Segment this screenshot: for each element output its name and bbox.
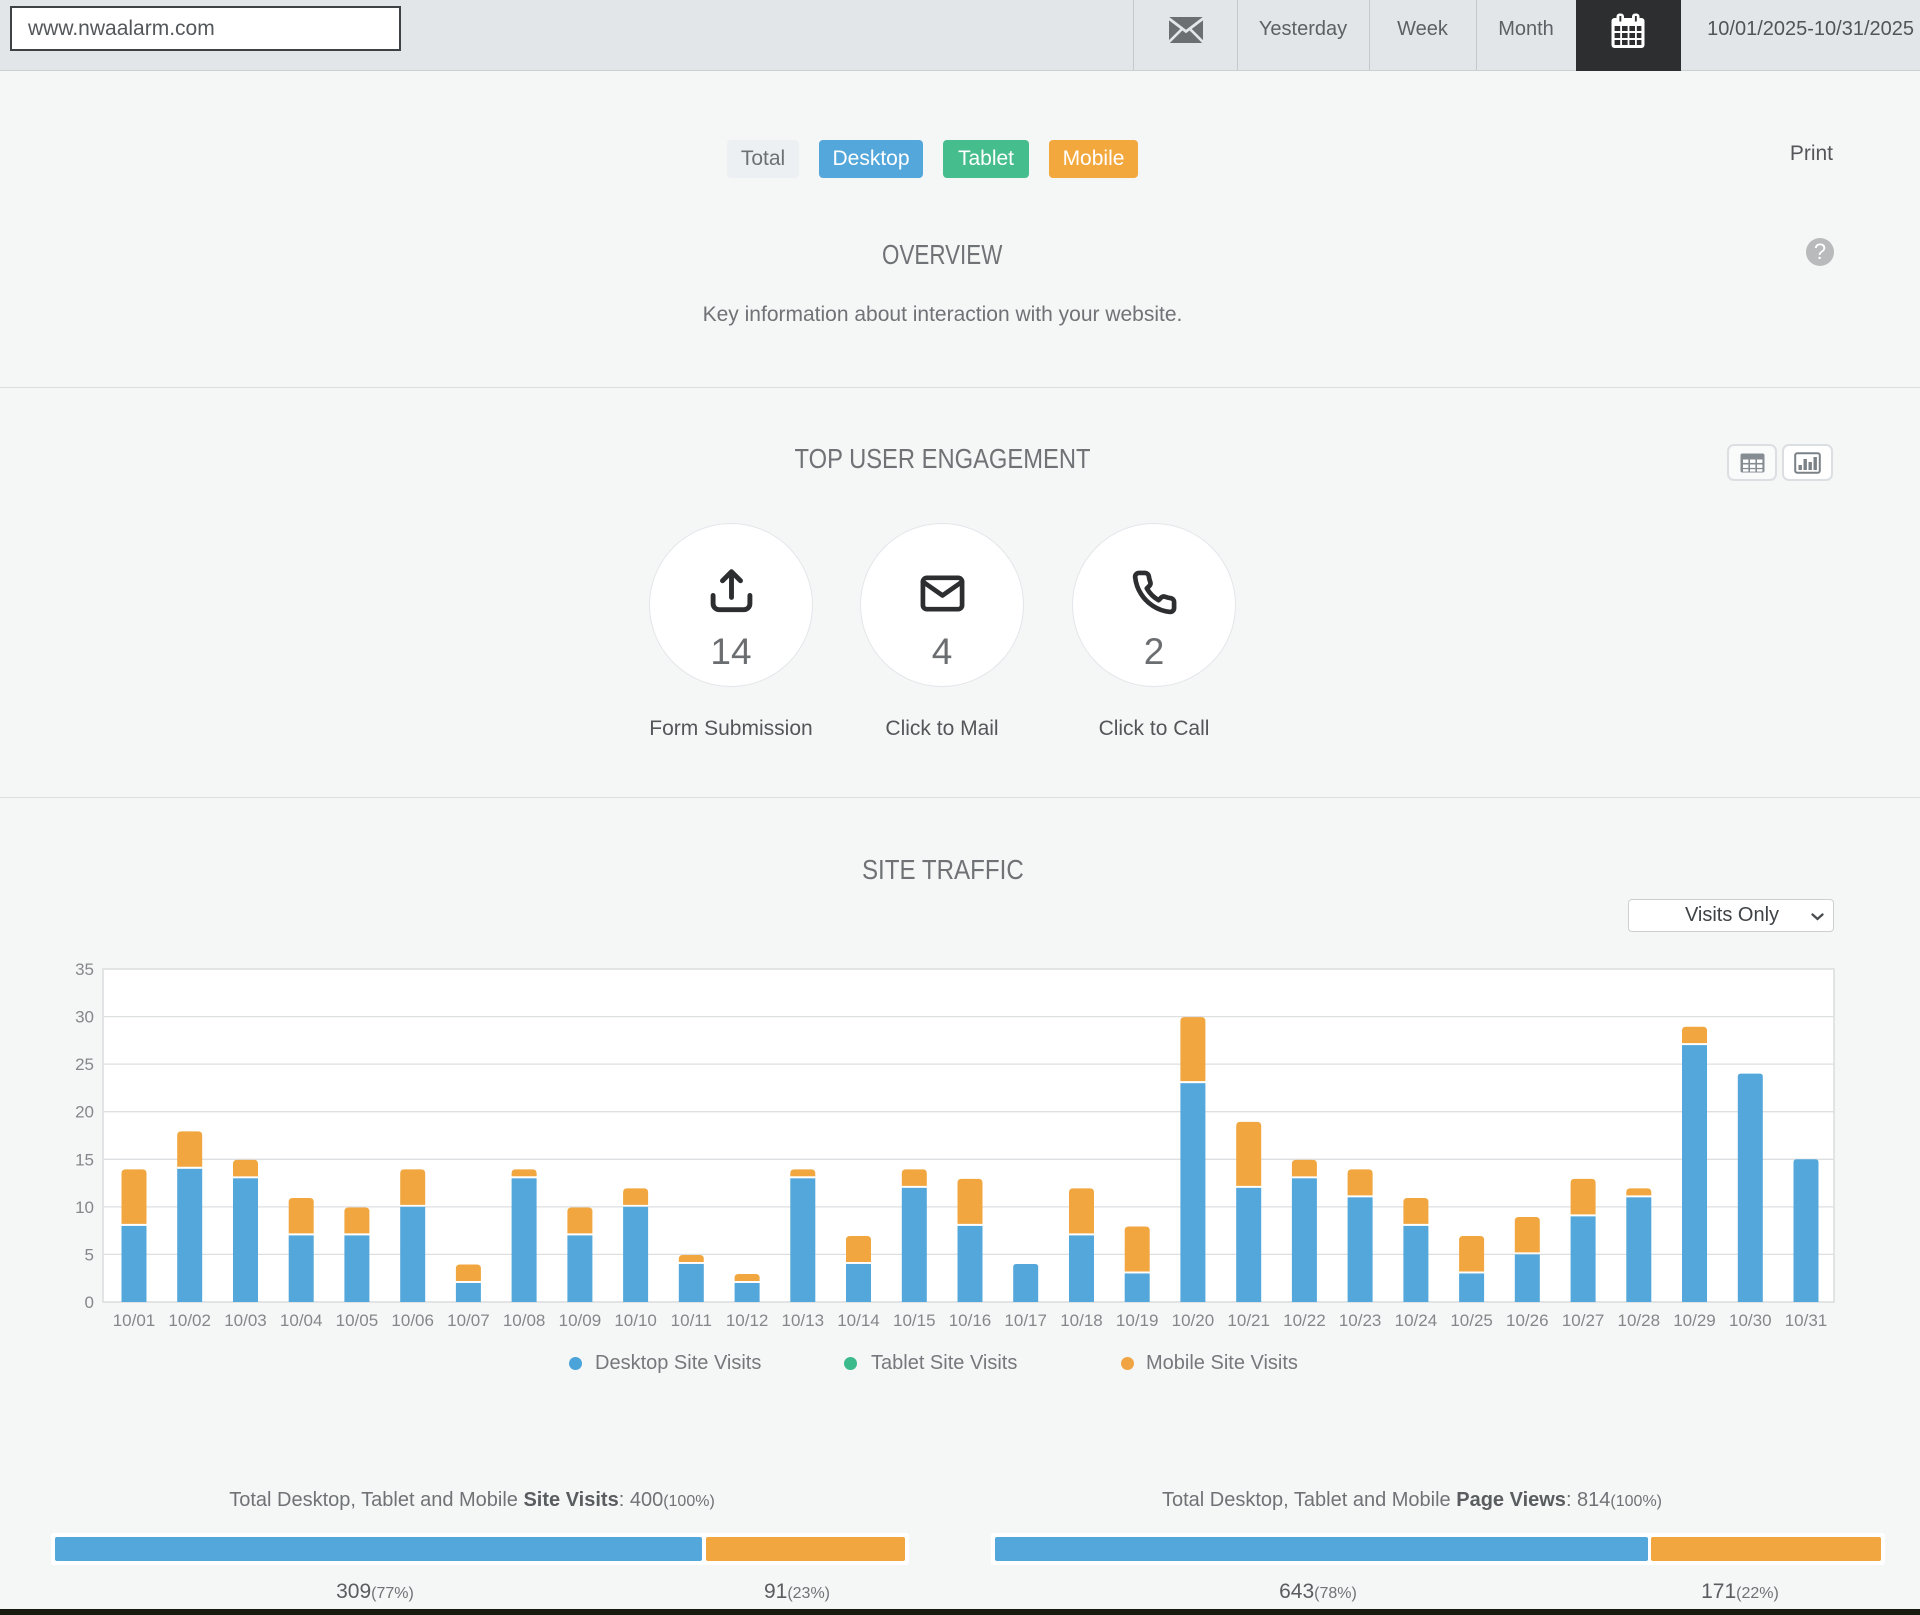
svg-text:10/23: 10/23	[1339, 1311, 1382, 1330]
svg-text:10/25: 10/25	[1450, 1311, 1493, 1330]
svg-text:10/27: 10/27	[1562, 1311, 1605, 1330]
svg-text:10/02: 10/02	[168, 1311, 211, 1330]
svg-text:10/26: 10/26	[1506, 1311, 1549, 1330]
svg-text:10/22: 10/22	[1283, 1311, 1326, 1330]
svg-text:10/28: 10/28	[1618, 1311, 1661, 1330]
svg-text:10/04: 10/04	[280, 1311, 323, 1330]
svg-text:10/29: 10/29	[1673, 1311, 1716, 1330]
svg-text:10/15: 10/15	[893, 1311, 936, 1330]
svg-text:10/30: 10/30	[1729, 1311, 1772, 1330]
svg-text:10/24: 10/24	[1395, 1311, 1438, 1330]
svg-text:10/14: 10/14	[837, 1311, 880, 1330]
svg-text:25: 25	[75, 1055, 94, 1074]
svg-text:5: 5	[85, 1245, 94, 1264]
svg-text:10/06: 10/06	[391, 1311, 434, 1330]
svg-text:10/12: 10/12	[726, 1311, 769, 1330]
svg-text:10/01: 10/01	[113, 1311, 156, 1330]
svg-text:10/16: 10/16	[949, 1311, 992, 1330]
svg-text:10/07: 10/07	[447, 1311, 490, 1330]
svg-text:10/19: 10/19	[1116, 1311, 1159, 1330]
svg-text:20: 20	[75, 1103, 94, 1122]
svg-text:10/09: 10/09	[559, 1311, 602, 1330]
svg-text:15: 15	[75, 1150, 94, 1169]
svg-text:10/21: 10/21	[1227, 1311, 1270, 1330]
svg-text:10/31: 10/31	[1785, 1311, 1828, 1330]
svg-text:10/08: 10/08	[503, 1311, 546, 1330]
svg-text:10/17: 10/17	[1004, 1311, 1047, 1330]
svg-text:10/10: 10/10	[614, 1311, 657, 1330]
svg-text:10/13: 10/13	[782, 1311, 825, 1330]
svg-text:10/20: 10/20	[1172, 1311, 1215, 1330]
svg-text:10/18: 10/18	[1060, 1311, 1103, 1330]
svg-text:10: 10	[75, 1198, 94, 1217]
svg-text:30: 30	[75, 1008, 94, 1027]
svg-text:0: 0	[85, 1293, 94, 1312]
svg-text:10/03: 10/03	[224, 1311, 267, 1330]
svg-text:35: 35	[75, 960, 94, 979]
svg-text:10/05: 10/05	[336, 1311, 379, 1330]
svg-text:10/11: 10/11	[671, 1311, 712, 1330]
